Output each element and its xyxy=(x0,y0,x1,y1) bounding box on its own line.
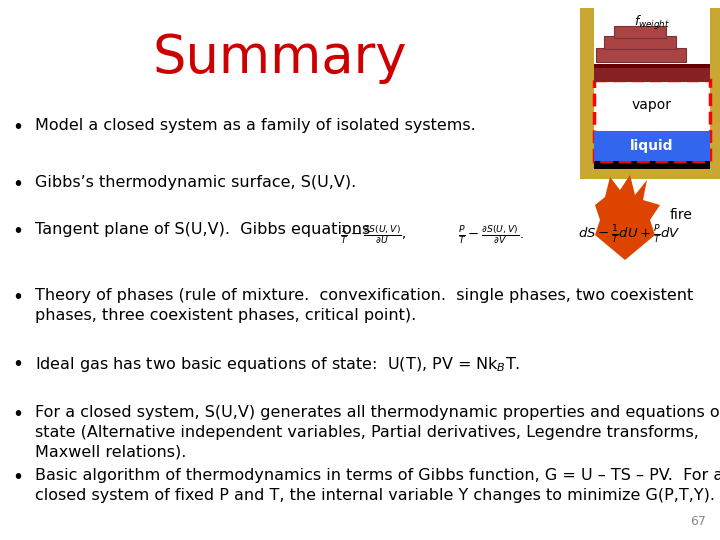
Bar xyxy=(604,36,676,49)
Text: $\frac{1}{T}-\frac{\partial S(U,V)}{\partial U}$,: $\frac{1}{T}-\frac{\partial S(U,V)}{\par… xyxy=(340,224,406,246)
Text: fire: fire xyxy=(670,208,693,222)
Text: For a closed system, S(U,V) generates all thermodynamic properties and equations: For a closed system, S(U,V) generates al… xyxy=(35,405,720,460)
Text: •: • xyxy=(12,468,24,487)
Text: $dS-\frac{1}{T}dU+\frac{P}{T}dV$: $dS-\frac{1}{T}dU+\frac{P}{T}dV$ xyxy=(578,224,680,246)
Text: Basic algorithm of thermodynamics in terms of Gibbs function, G = U – TS – PV.  : Basic algorithm of thermodynamics in ter… xyxy=(35,468,720,503)
Text: Model a closed system as a family of isolated systems.: Model a closed system as a family of iso… xyxy=(35,118,476,133)
Text: •: • xyxy=(12,288,24,307)
Text: •: • xyxy=(12,355,24,374)
Text: Gibbs’s thermodynamic surface, S(U,V).: Gibbs’s thermodynamic surface, S(U,V). xyxy=(35,175,356,190)
Bar xyxy=(594,80,710,161)
Bar xyxy=(710,8,720,179)
Bar xyxy=(594,64,710,68)
Text: 67: 67 xyxy=(690,515,706,528)
Bar xyxy=(594,80,710,161)
Bar xyxy=(614,26,666,38)
Text: Tangent plane of S(U,V).  Gibbs equations: Tangent plane of S(U,V). Gibbs equations xyxy=(35,222,370,237)
Text: Summary: Summary xyxy=(153,32,408,84)
Bar xyxy=(594,161,710,169)
Text: liquid: liquid xyxy=(630,139,674,153)
Text: •: • xyxy=(12,222,24,241)
Polygon shape xyxy=(595,175,660,260)
Bar xyxy=(596,48,686,62)
Bar xyxy=(594,131,710,161)
Text: •: • xyxy=(12,118,24,137)
Text: •: • xyxy=(12,405,24,424)
Text: vapor: vapor xyxy=(632,98,672,112)
Text: Ideal gas has two basic equations of state:  U(T), PV = Nk$_B$T.: Ideal gas has two basic equations of sta… xyxy=(35,355,521,374)
Bar xyxy=(594,64,710,82)
Bar xyxy=(580,8,594,179)
Text: $\frac{P}{T}-\frac{\partial S(U,V)}{\partial V}$.: $\frac{P}{T}-\frac{\partial S(U,V)}{\par… xyxy=(458,224,523,246)
Text: •: • xyxy=(12,175,24,194)
Bar xyxy=(580,165,720,179)
Text: Theory of phases (rule of mixture.  convexification.  single phases, two coexist: Theory of phases (rule of mixture. conve… xyxy=(35,288,693,323)
Text: $f_{weight}$: $f_{weight}$ xyxy=(634,14,670,32)
